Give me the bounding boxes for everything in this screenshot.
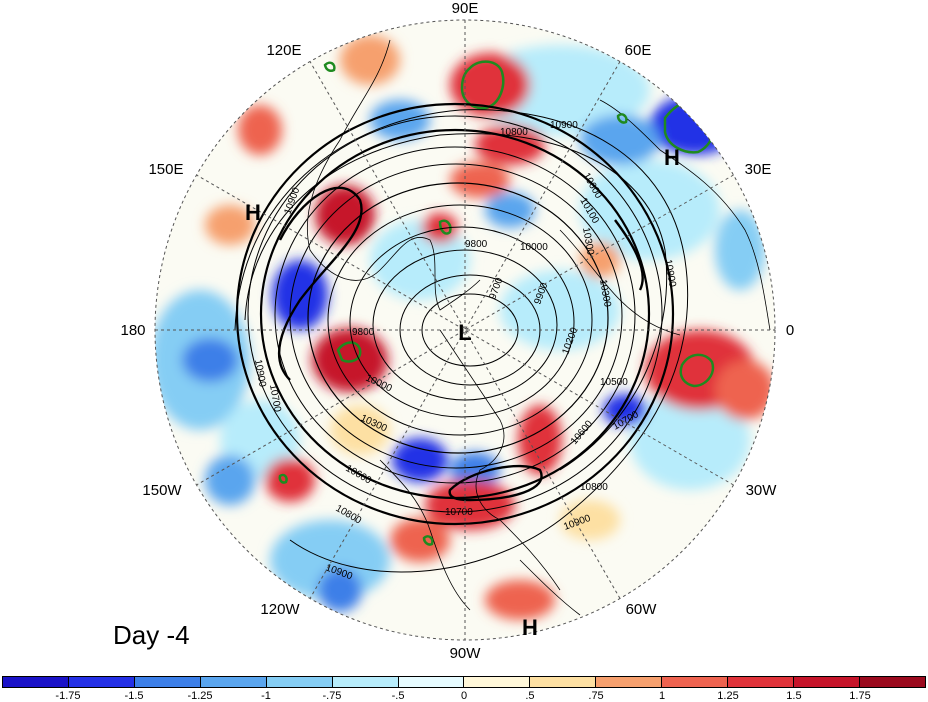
- contour-label: 10500: [600, 377, 628, 388]
- lon-label-30w: 30W: [746, 482, 778, 499]
- colorbar-segment: [3, 677, 69, 687]
- day-label: Day -4: [113, 620, 190, 650]
- contour-label: 10800: [500, 127, 528, 138]
- longitude-labels: 90E 60E 30E 0 30W 60W 90W 120W 150W 180 …: [120, 0, 794, 662]
- lon-label-0: 0: [786, 322, 794, 339]
- colorbar-segment: [794, 677, 860, 687]
- high-center-marker: H: [664, 145, 680, 170]
- contour-label: 10700: [445, 507, 473, 518]
- colorbar-tick-label: -1: [261, 690, 271, 702]
- low-center-marker: L: [458, 320, 471, 345]
- colorbar-segment: [398, 677, 465, 687]
- colorbar-tick-label: -1.75: [55, 690, 81, 702]
- colorbar-tick-label: 1: [658, 690, 666, 702]
- colorbar-segment: [464, 677, 531, 687]
- colorbar-tick-label: .75: [588, 690, 604, 702]
- colorbar-tick-label: 1.25: [717, 690, 739, 702]
- contour-label: 10300: [597, 279, 613, 309]
- lon-label-120w: 120W: [260, 601, 300, 618]
- contour-label: 9800: [465, 239, 488, 250]
- colorbar-tick-label: 1.75: [849, 690, 871, 702]
- high-center-marker: H: [522, 615, 538, 640]
- colorbar-segment: [530, 677, 597, 687]
- colorbar-segment: [68, 677, 135, 687]
- lon-label-120e: 120E: [266, 42, 301, 59]
- colorbar-tick-label: -.75: [322, 690, 342, 702]
- lon-label-150e: 150E: [148, 161, 183, 178]
- colorbar-tick-label: 1.5: [786, 690, 802, 702]
- colorbar-tick-label: 0: [460, 690, 468, 702]
- pressure-centers: L H H H: [245, 145, 680, 640]
- colorbar-segment: [596, 677, 663, 687]
- lon-label-90w: 90W: [450, 645, 482, 662]
- lon-label-180: 180: [120, 322, 145, 339]
- coastlines: [306, 39, 771, 616]
- lon-label-30e: 30E: [745, 161, 772, 178]
- lon-label-90e: 90E: [452, 0, 479, 17]
- colorbar: [2, 676, 926, 688]
- contour-label: 10300: [580, 227, 596, 257]
- colorbar-segment: [859, 677, 925, 687]
- contour-label: 10900: [550, 120, 578, 131]
- contour-label: 10700: [267, 384, 283, 414]
- colorbar-labels: -1.75 -1.5 -1.25 -1 -.75 -.5 0 .5 .75 1 …: [2, 690, 926, 702]
- colorbar-tick-label: .5: [525, 690, 535, 702]
- graticule: [154, 19, 776, 641]
- colorbar-segment: [662, 677, 729, 687]
- contour-label: 10900: [252, 359, 268, 389]
- colorbar-segment: [134, 677, 201, 687]
- colorbar-segment: [266, 677, 333, 687]
- high-center-marker: H: [245, 200, 261, 225]
- colorbar-segment: [332, 677, 399, 687]
- contour-label: 10800: [580, 482, 608, 493]
- lon-label-60e: 60E: [625, 42, 652, 59]
- colorbar-tick-label: -1.25: [187, 690, 213, 702]
- lon-label-150w: 150W: [142, 482, 182, 499]
- colorbar-tick-label: -1.5: [124, 690, 144, 702]
- colorbar-tick-label: -.5: [391, 690, 405, 702]
- contour-label: 10900: [662, 259, 678, 289]
- contour-label: 9800: [352, 327, 375, 338]
- contour-label: 10000: [520, 242, 548, 253]
- colorbar-segment: [200, 677, 267, 687]
- lon-label-60w: 60W: [626, 601, 658, 618]
- polar-map: 9700 9800 9800 9900 10000 10000 10100 10…: [120, 0, 794, 662]
- colorbar-segment: [728, 677, 795, 687]
